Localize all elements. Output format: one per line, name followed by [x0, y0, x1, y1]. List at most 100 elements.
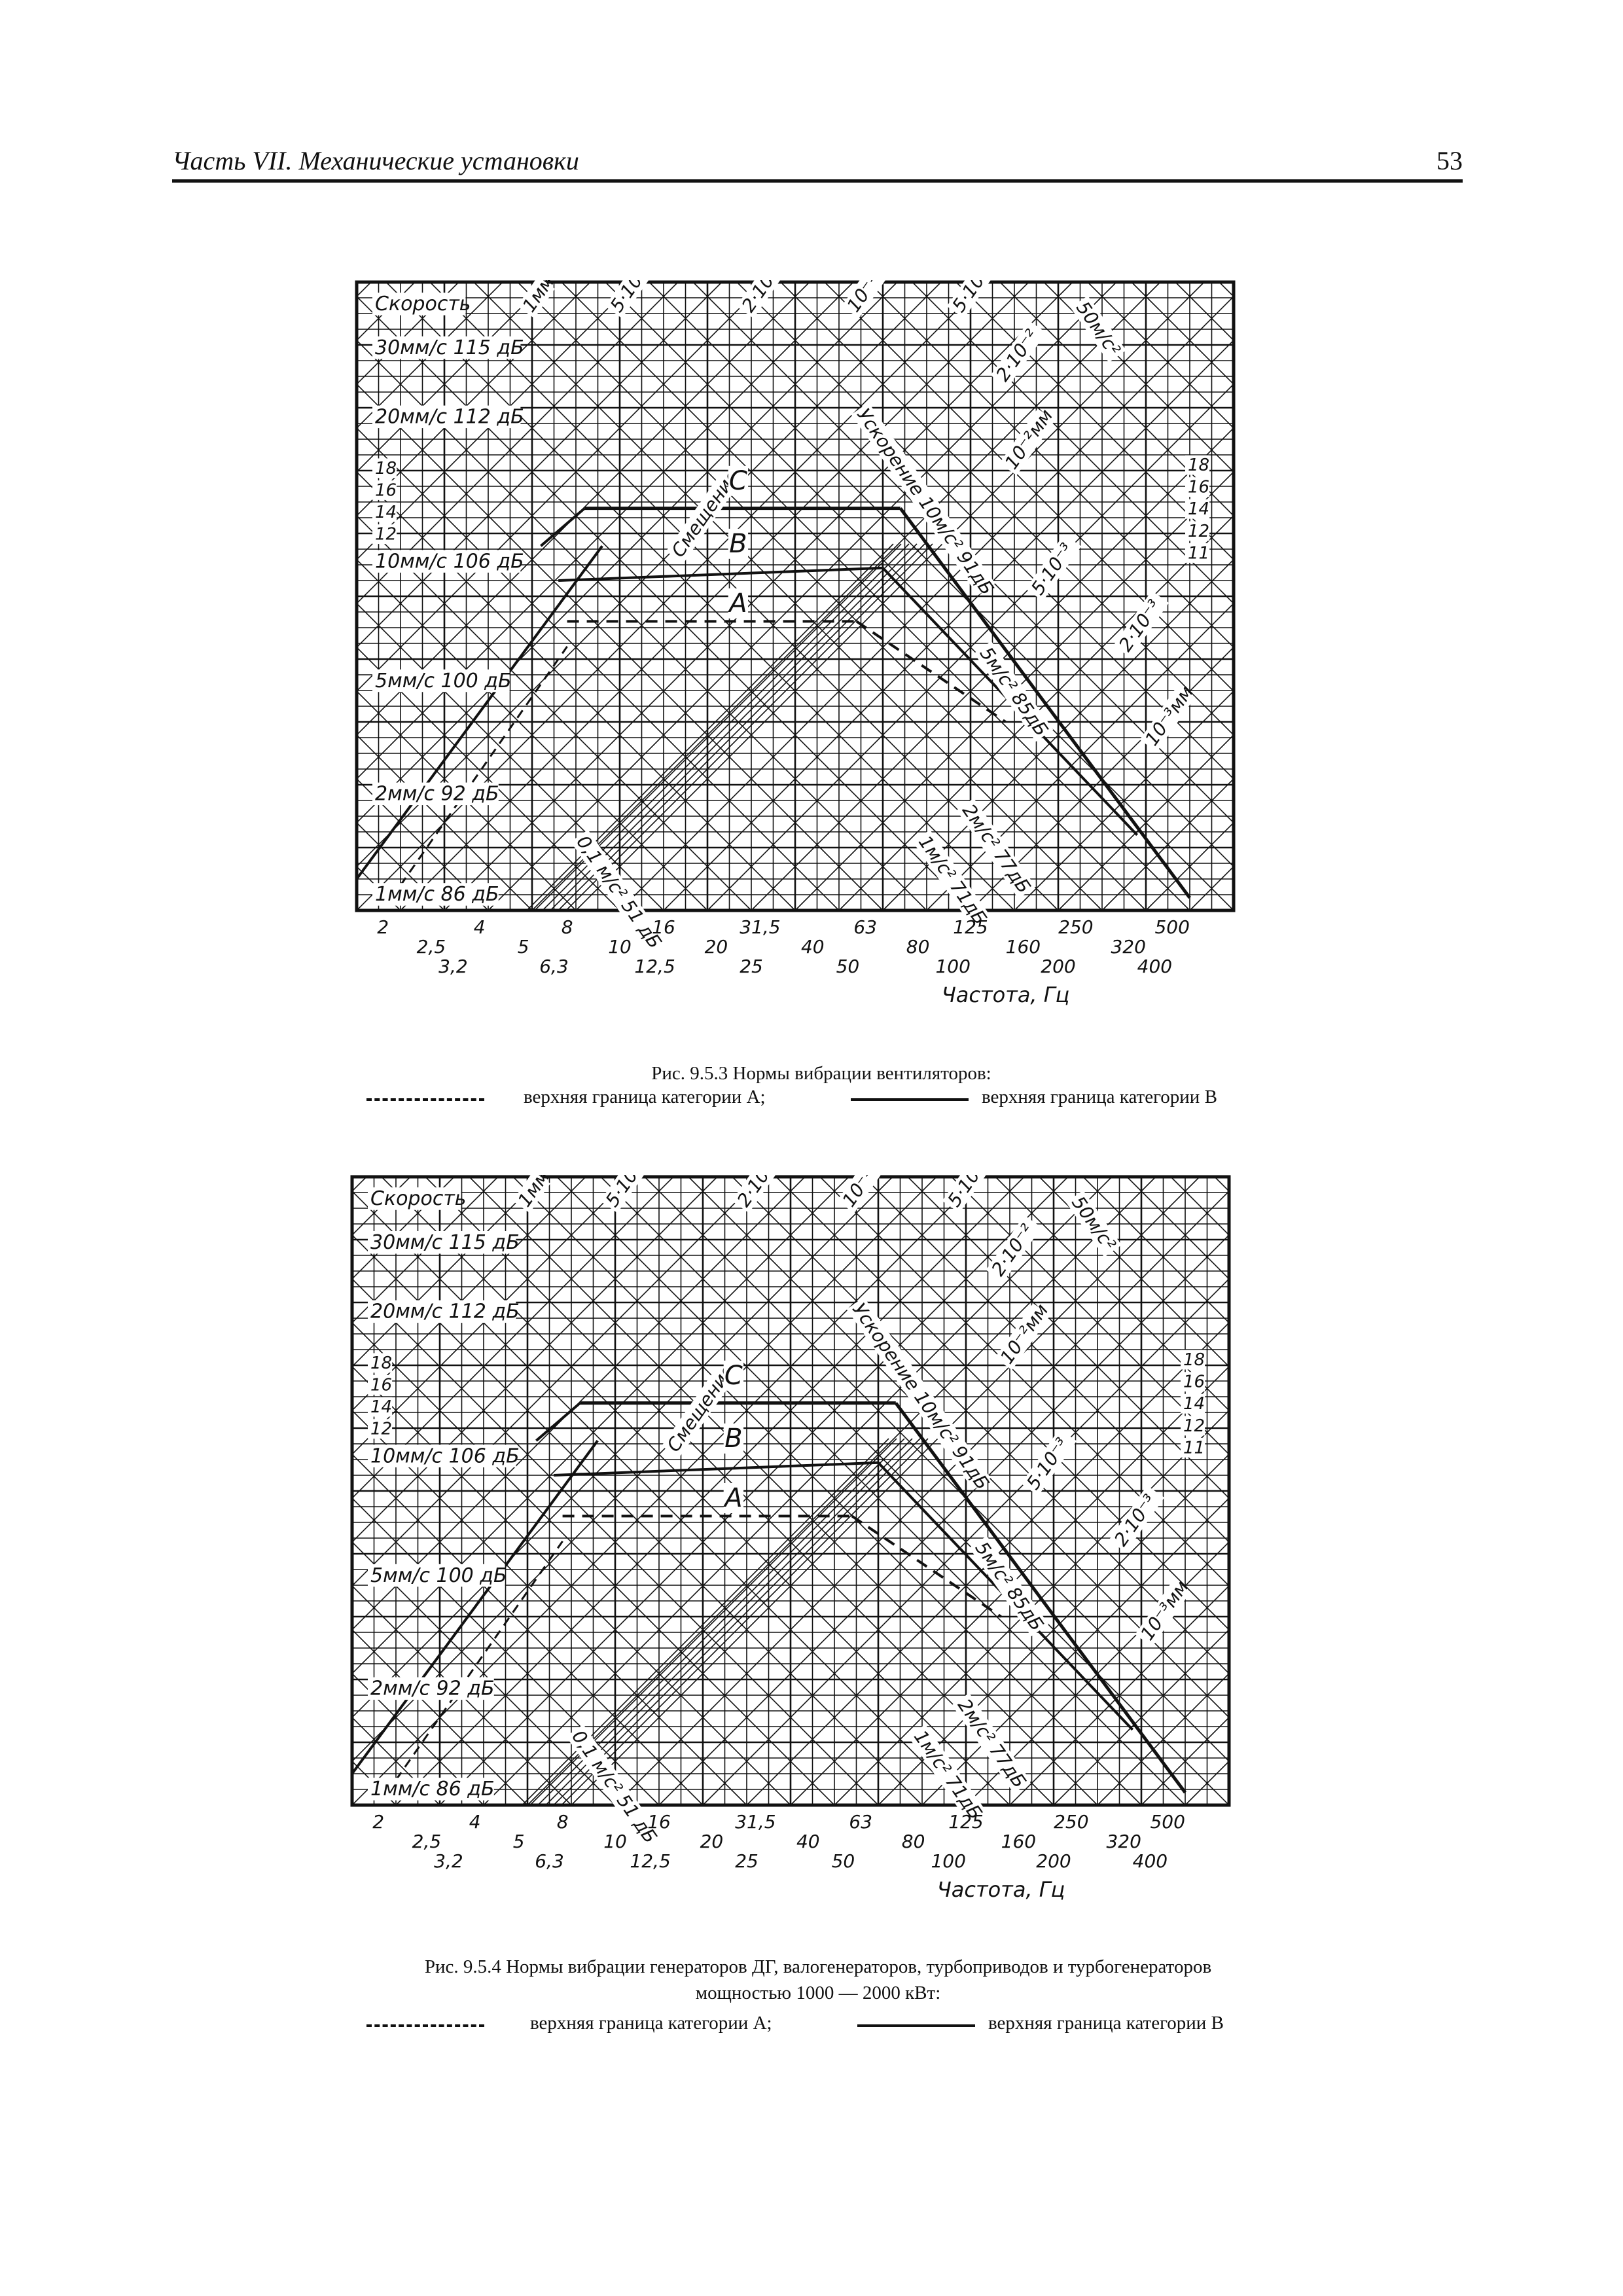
x-tick-label-group: 50 — [836, 956, 860, 977]
acceleration-line — [868, 282, 1234, 649]
acceleration-line — [357, 471, 796, 910]
displacement-line — [357, 282, 986, 910]
speed-label-4: 2мм/с 92 дБ — [370, 1677, 495, 1700]
displacement-label-4-bg — [946, 280, 1003, 319]
category-b-rising-bound — [399, 645, 568, 886]
speed-tick-right-3: 12 — [1188, 522, 1209, 541]
dense-displacement-line — [545, 1438, 913, 1805]
x-tick-label-group: 16 — [652, 916, 675, 938]
speed-label-4-bg — [372, 782, 499, 806]
x-tick-label: 2,5 — [412, 1831, 442, 1852]
displacement-line — [878, 1453, 1229, 1805]
acceleration-label-2-group: 5м/с² 85дБ — [969, 1535, 1049, 1637]
acceleration-label-4-bg — [908, 1724, 988, 1825]
speed-label-5: 1мм/с 86 дБ — [375, 883, 499, 906]
acceleration-line — [357, 690, 577, 910]
x-tick-label-group: 20 — [705, 936, 728, 958]
x-tick-label: 250 — [1054, 1811, 1088, 1833]
displacement-line — [615, 1190, 1229, 1805]
speed-label-1-group: 20мм/с 112 дБ — [368, 1300, 520, 1323]
acceleration-line — [1087, 282, 1234, 429]
speed-label-0: 30мм/с 115 дБ — [370, 1231, 520, 1254]
category-c-rise — [535, 1402, 581, 1442]
x-tick-label-group: 4 — [469, 1811, 481, 1833]
speed-tick-right-4: 11 — [1183, 1438, 1205, 1458]
acceleration-line — [600, 1177, 1229, 1805]
displacement-label-1-group: 5·10⁻¹ — [605, 280, 660, 319]
x-tick-label-group: 25 — [735, 1850, 758, 1872]
displacement-label-8-group: 2·10⁻³ — [1109, 1485, 1165, 1552]
speed-tick-right-1: 16 — [1188, 478, 1209, 497]
speed-title-bg — [368, 1187, 461, 1210]
acceleration-line — [1082, 1177, 1229, 1324]
x-tick-label: 50 — [832, 1850, 855, 1872]
x-tick-label-group: 10 — [603, 1831, 627, 1852]
acceleration-line — [912, 282, 1234, 605]
displacement-label-4-bg — [942, 1175, 998, 1213]
speed-title-bg — [372, 293, 466, 315]
plot-frame — [355, 280, 1236, 912]
acceleration-label-0-bg — [1070, 295, 1126, 363]
x-tick-label-group: 12,5 — [634, 956, 675, 977]
dense-displacement-line — [553, 1438, 921, 1805]
speed-title: Скорость — [375, 293, 471, 315]
x-tick-label-group: 63 — [849, 1811, 872, 1833]
acceleration-line — [1263, 282, 1289, 910]
displacement-line — [751, 427, 1234, 910]
x-tick-label-group: 160 — [1001, 1831, 1036, 1852]
x-tick-label: 8 — [562, 916, 573, 938]
x-tick-label-group: 100 — [935, 956, 970, 977]
displacement-line — [575, 282, 1205, 910]
speed-tick-right-1-group: 16 — [1185, 477, 1210, 497]
displacement-line — [965, 1541, 1229, 1805]
x-tick-label-group: 2,5 — [417, 936, 446, 958]
solid-line-sample — [851, 1098, 969, 1101]
displacement-label-8-bg — [1113, 590, 1169, 658]
acceleration-line — [1043, 282, 1234, 473]
speed-label-1-bg — [372, 405, 521, 429]
speed-label-3-group: 5мм/с 100 дБ — [372, 669, 512, 692]
x-tick-label: 2 — [372, 1811, 384, 1833]
zone-b-label-group: В — [723, 1423, 744, 1454]
speed-title-group: Скорость — [372, 293, 471, 315]
acceleration-line — [605, 282, 1234, 910]
displacement-line — [1101, 778, 1234, 910]
speed-tick-left-3: 12 — [370, 1420, 392, 1439]
speed-tick-right-3-bg — [1185, 521, 1210, 541]
displacement-line — [1228, 1804, 1229, 1805]
speed-tick-left-3-bg — [368, 1419, 393, 1439]
x-tick-label: 12,5 — [630, 1850, 670, 1872]
displacement-line — [658, 1234, 1229, 1805]
x-tick-label-group: 63 — [853, 916, 877, 938]
speed-label-3: 5мм/с 100 дБ — [370, 1564, 507, 1587]
x-tick-label: 80 — [906, 936, 930, 958]
x-tick-label: 16 — [652, 916, 675, 938]
speed-tick-right-0-bg — [1185, 455, 1210, 475]
speed-tick-right-2-bg — [1181, 1393, 1205, 1414]
displacement-label-7: 5·10⁻³ — [1027, 539, 1078, 599]
legend-dashed-label: верхняя граница категории А; — [530, 2013, 772, 2034]
displacement-label-0-bg — [512, 1175, 551, 1213]
x-tick-label: 80 — [902, 1831, 925, 1852]
x-tick-label: 200 — [1041, 956, 1075, 977]
speed-tick-left-3-bg — [372, 524, 397, 545]
x-tick-label-group: 16 — [647, 1811, 671, 1833]
category-b-plateau — [554, 1461, 879, 1477]
speed-tick-right-4-group: 11 — [1185, 543, 1210, 563]
displacement-label-5-bg — [986, 1215, 1042, 1282]
x-tick-label: 3,2 — [434, 1850, 463, 1872]
speed-tick-right-0-group: 18 — [1181, 1350, 1205, 1370]
displacement-line — [357, 282, 679, 605]
zone-b-label-bg — [723, 1423, 744, 1454]
speed-tick-right-4-bg — [1181, 1438, 1205, 1458]
speed-label-2: 10мм/с 106 дБ — [370, 1444, 520, 1467]
displacement-line — [794, 471, 1234, 910]
x-tick-label: 63 — [849, 1811, 872, 1833]
displacement-line — [352, 1177, 806, 1631]
x-tick-label-group: 250 — [1054, 1811, 1088, 1833]
displacement-line — [746, 1321, 1229, 1805]
displacement-label-2-bg — [736, 280, 792, 319]
speed-tick-right-1-group: 16 — [1181, 1372, 1205, 1392]
displacement-label-6-bg — [999, 408, 1055, 476]
acceleration-line — [352, 1672, 484, 1805]
